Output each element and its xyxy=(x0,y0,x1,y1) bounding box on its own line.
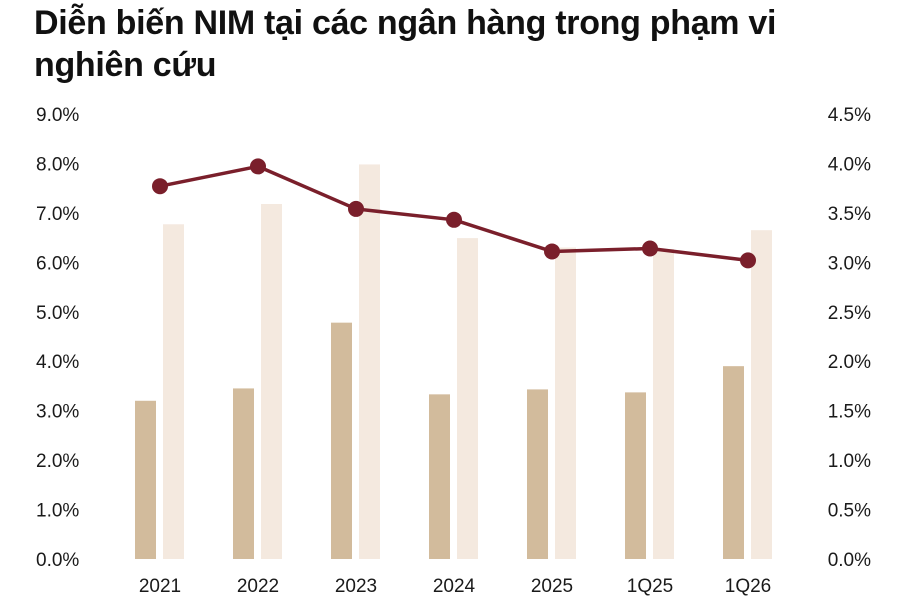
left-axis-tick-label: 6.0% xyxy=(36,253,79,274)
x-axis-ticks: 2021 2022 2023 2024 2025 1Q25 1Q26 xyxy=(139,576,771,597)
bars-layer xyxy=(135,164,772,559)
bar-series-2 xyxy=(163,224,184,559)
x-axis-tick-label: 2025 xyxy=(531,576,573,597)
bar-series-2 xyxy=(359,164,380,559)
right-axis-tick-label: 3.0% xyxy=(828,253,871,274)
chart-title: Diễn biến NIM tại các ngân hàng trong ph… xyxy=(34,4,777,84)
x-axis-tick-label: 1Q25 xyxy=(627,576,673,597)
bar-series-1 xyxy=(527,389,548,559)
line-point xyxy=(642,240,658,257)
left-axis-tick-label: 4.0% xyxy=(36,352,79,373)
x-axis-tick-label: 2021 xyxy=(139,576,181,597)
left-axis-tick-label: 1.0% xyxy=(36,501,79,522)
right-axis-tick-label: 4.5% xyxy=(828,105,871,126)
right-axis-tick-label: 3.5% xyxy=(828,204,871,225)
left-axis-ticks: 0.0% 1.0% 2.0% 3.0% 4.0% 5.0% 6.0% 7.0% 8.0% 9.0% xyxy=(36,105,79,571)
bar-series-2 xyxy=(555,247,576,559)
right-axis-tick-label: 1.0% xyxy=(828,451,871,472)
left-axis-tick-label: 2.0% xyxy=(36,451,79,472)
x-axis-tick-label: 2024 xyxy=(433,576,476,597)
left-axis-tick-label: 5.0% xyxy=(36,303,79,324)
line-point xyxy=(348,200,364,217)
right-axis-ticks: 0.0% 0.5% 1.0% 1.5% 2.0% 2.5% 3.0% 3.5% 4.0% 4.5% xyxy=(828,105,871,571)
line-point xyxy=(544,243,560,260)
x-axis-tick-label: 1Q26 xyxy=(725,576,771,597)
x-axis-tick-label: 2022 xyxy=(237,576,279,597)
bar-series-1 xyxy=(723,366,744,559)
bar-series-1 xyxy=(625,392,646,559)
x-axis-tick-label: 2023 xyxy=(335,576,377,597)
bar-series-2 xyxy=(653,248,674,559)
bar-series-1 xyxy=(135,400,156,559)
right-axis-tick-label: 1.5% xyxy=(828,402,871,423)
bar-series-2 xyxy=(751,230,772,559)
left-axis-tick-label: 7.0% xyxy=(36,204,79,225)
bar-series-1 xyxy=(331,322,352,559)
right-axis-tick-label: 2.5% xyxy=(828,303,871,324)
line-point xyxy=(740,252,756,269)
right-axis-tick-label: 0.0% xyxy=(828,550,871,571)
right-axis-tick-label: 0.5% xyxy=(828,501,871,522)
bar-series-2 xyxy=(457,238,478,559)
left-axis-tick-label: 0.0% xyxy=(36,550,79,571)
bar-series-1 xyxy=(429,394,450,559)
line-point xyxy=(152,178,168,195)
left-axis-tick-label: 3.0% xyxy=(36,402,79,423)
left-axis-tick-label: 8.0% xyxy=(36,154,79,175)
line-point xyxy=(250,158,266,175)
left-axis-tick-label: 9.0% xyxy=(36,105,79,126)
bar-series-2 xyxy=(261,203,282,559)
right-axis-tick-label: 2.0% xyxy=(828,352,871,373)
line-point xyxy=(446,211,462,228)
right-axis-tick-label: 4.0% xyxy=(828,154,871,175)
line-layer xyxy=(152,158,756,269)
bar-series-1 xyxy=(233,388,254,559)
